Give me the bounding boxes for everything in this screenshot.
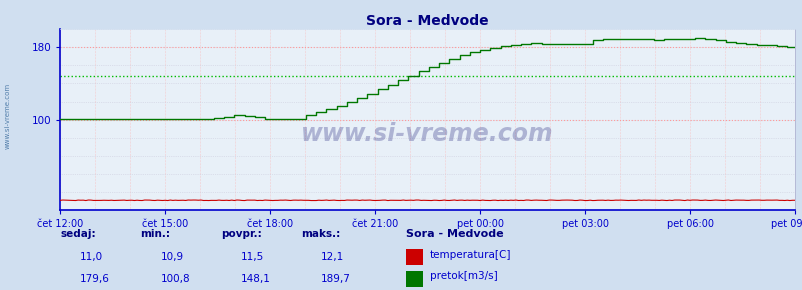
Text: 11,0: 11,0 <box>80 253 103 262</box>
Text: sedaj:: sedaj: <box>60 229 95 239</box>
Text: temperatura[C]: temperatura[C] <box>429 250 510 260</box>
Text: maks.:: maks.: <box>301 229 340 239</box>
Text: 189,7: 189,7 <box>321 274 350 284</box>
Text: www.si-vreme.com: www.si-vreme.com <box>301 122 553 146</box>
Text: min.:: min.: <box>140 229 170 239</box>
Text: 148,1: 148,1 <box>241 274 270 284</box>
Title: Sora - Medvode: Sora - Medvode <box>366 14 488 28</box>
Text: 12,1: 12,1 <box>321 253 344 262</box>
Text: 11,5: 11,5 <box>241 253 264 262</box>
Text: www.si-vreme.com: www.si-vreme.com <box>5 83 11 149</box>
Text: pretok[m3/s]: pretok[m3/s] <box>429 271 496 281</box>
Text: 179,6: 179,6 <box>80 274 110 284</box>
Text: povpr.:: povpr.: <box>221 229 261 239</box>
Text: 100,8: 100,8 <box>160 274 190 284</box>
Text: 10,9: 10,9 <box>160 253 184 262</box>
Text: Sora - Medvode: Sora - Medvode <box>405 229 503 239</box>
